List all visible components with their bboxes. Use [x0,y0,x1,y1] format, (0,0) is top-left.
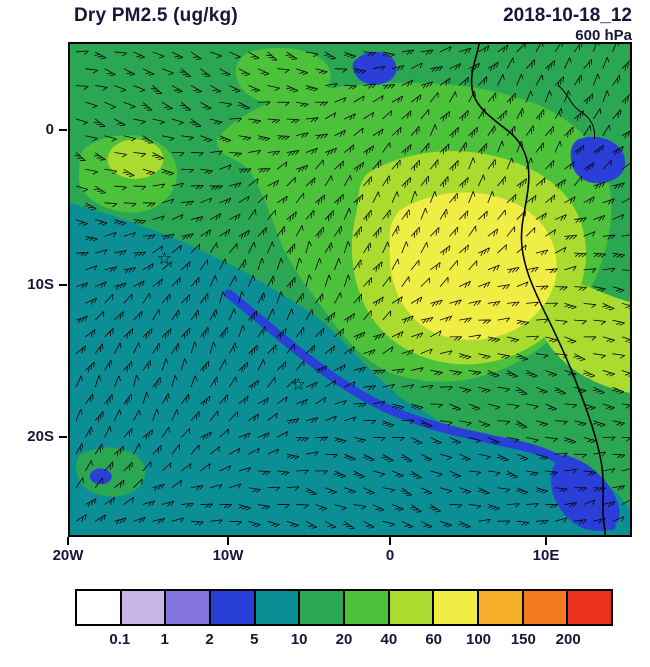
colorbar-cell [298,589,346,626]
contour-patch-10-20 [76,447,146,497]
colorbar-cell [164,589,212,626]
colorbar-label: 0.1 [109,631,131,648]
colorbar-cell [521,589,569,626]
y-tick-label: 10S [27,276,54,293]
colorbar-cell [119,589,167,626]
colorbar-label: 60 [425,631,442,648]
map-canvas: ☆ ☆ [70,44,630,535]
contour-blob-2-5 [570,136,626,184]
page-title: Dry PM2.5 (ug/kg) [74,5,238,26]
colorbar-label: 100 [465,631,492,648]
colorbar-label: 200 [555,631,581,648]
y-tick-label: 20S [27,428,54,445]
y-tick-label: 0 [45,121,54,138]
colorbar-label: 150 [510,631,536,648]
tick-mark [227,537,229,545]
colorbar-label: 20 [335,631,353,648]
colorbar-label: 40 [380,631,398,648]
tick-mark [59,129,67,131]
colorbar-cell [209,589,256,626]
contour-patch-20-40 [235,47,331,106]
wind-barbs-layer [74,44,630,530]
colorbar-label: 2 [205,631,214,648]
tick-mark [59,436,67,438]
colorbar-cells [75,589,614,626]
map-plot-frame: ☆ ☆ [68,42,632,537]
colorbar-cell [566,589,614,626]
tick-mark [67,537,69,545]
inland-border [558,85,596,140]
colorbar-cell [387,589,435,626]
colorbar-labels: 0.1 1 2 5 10 20 40 60 100 150 200 [75,631,613,651]
colorbar-cell [477,589,524,626]
valid-datetime: 2018-10-18_12 [503,5,632,26]
x-tick-label: 20W [52,547,84,564]
colorbar-cell [253,589,301,626]
star-marker: ☆ [291,375,306,394]
colorbar-cell [75,589,122,626]
tick-mark [545,537,547,545]
x-tick-label: 0 [385,547,395,564]
x-tick-label: 10E [532,547,560,564]
colorbar-cell [343,589,390,626]
tick-mark [389,537,391,545]
colorbar-label: 10 [290,631,308,648]
wind-barbs [74,44,630,530]
star-marker: ☆ [157,249,172,268]
tick-mark [59,284,67,286]
contour-patch-40-60 [107,139,164,179]
colorbar-label: 1 [160,631,169,648]
pressure-level: 600 hPa [575,27,632,44]
colorbar-cell [432,589,480,626]
coastline [470,44,606,535]
contour-patch-2-5 [89,468,112,485]
colorbar-label: 5 [250,631,259,648]
x-tick-label: 10W [212,547,244,564]
contour-land-strip-40-60 [532,281,630,394]
contour-fill-60-100 [389,192,557,340]
